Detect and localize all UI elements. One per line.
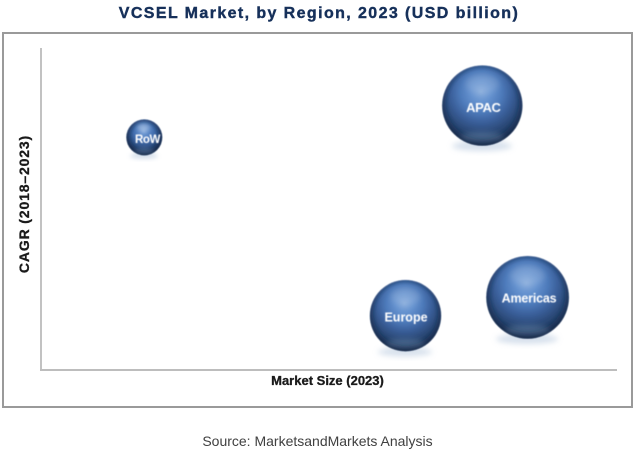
svg-text:Europe: Europe — [384, 311, 427, 325]
svg-text:Americas: Americas — [502, 292, 557, 306]
svg-text:RoW: RoW — [135, 134, 161, 146]
svg-text:APAC: APAC — [466, 100, 501, 115]
